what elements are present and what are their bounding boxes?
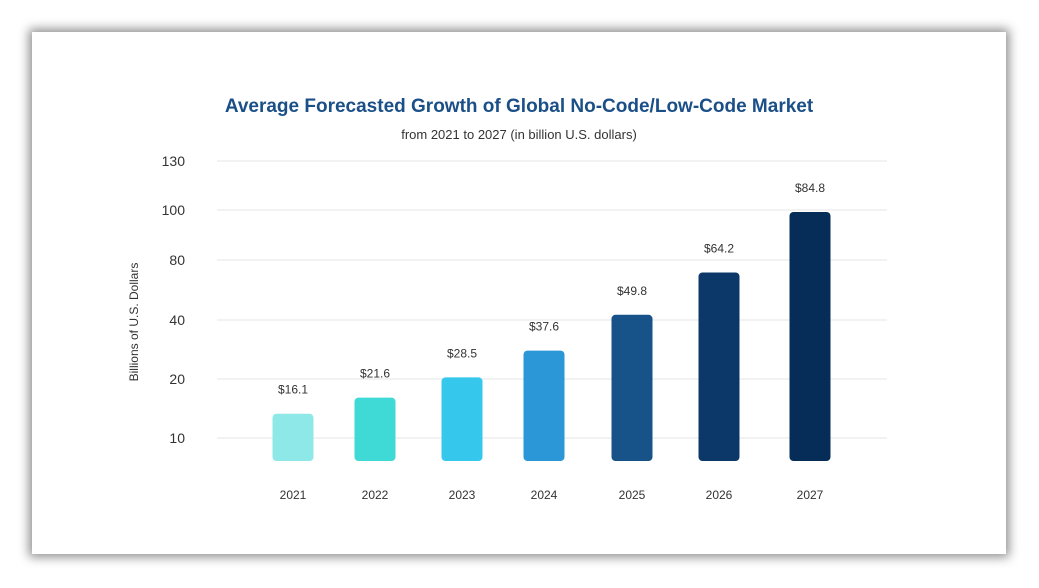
bar-2021 (272, 413, 314, 461)
y-axis-ticks: 130 100 80 40 20 10 (162, 153, 186, 446)
y-tick-label: 20 (169, 371, 185, 387)
bar-2024 (523, 350, 565, 461)
bar-2026 (698, 272, 740, 461)
bars (272, 212, 831, 461)
y-tick-label: 130 (162, 153, 186, 169)
y-tick-label: 10 (169, 430, 185, 446)
y-tick-label: 40 (169, 312, 185, 328)
x-tick-label-2022: 2022 (362, 488, 389, 502)
x-axis-ticks: 2021 2022 2023 2024 2025 2026 2027 (280, 488, 824, 502)
y-tick-label: 80 (169, 252, 185, 268)
x-tick-label-2027: 2027 (797, 488, 824, 502)
bar-2025 (611, 314, 653, 461)
x-tick-label-2021: 2021 (280, 488, 307, 502)
data-label-2023: $28.5 (447, 346, 477, 360)
y-tick-label: 100 (162, 202, 186, 218)
bar-2027 (789, 212, 831, 461)
bar-2023 (441, 377, 483, 461)
data-label-2027: $84.8 (795, 181, 825, 195)
chart-subtitle: from 2021 to 2027 (in billion U.S. dolla… (401, 127, 637, 142)
chart-card: Average Forecasted Growth of Global No-C… (32, 32, 1006, 554)
bar-2022 (354, 397, 396, 461)
bar-chart: Average Forecasted Growth of Global No-C… (127, 96, 887, 502)
x-tick-label-2023: 2023 (449, 488, 476, 502)
data-label-2024: $37.6 (529, 320, 559, 334)
data-label-2025: $49.8 (617, 284, 647, 298)
y-axis-label: Billions of U.S. Dollars (127, 263, 141, 382)
x-tick-label-2024: 2024 (531, 488, 558, 502)
data-labels: $16.1 $21.6 $28.5 $37.6 $49.8 $64.2 $84.8 (278, 181, 825, 397)
x-tick-label-2025: 2025 (619, 488, 646, 502)
data-label-2026: $64.2 (704, 241, 734, 255)
data-label-2022: $21.6 (360, 367, 390, 381)
x-tick-label-2026: 2026 (706, 488, 733, 502)
chart-title: Average Forecasted Growth of Global No-C… (225, 96, 814, 117)
data-label-2021: $16.1 (278, 383, 308, 397)
